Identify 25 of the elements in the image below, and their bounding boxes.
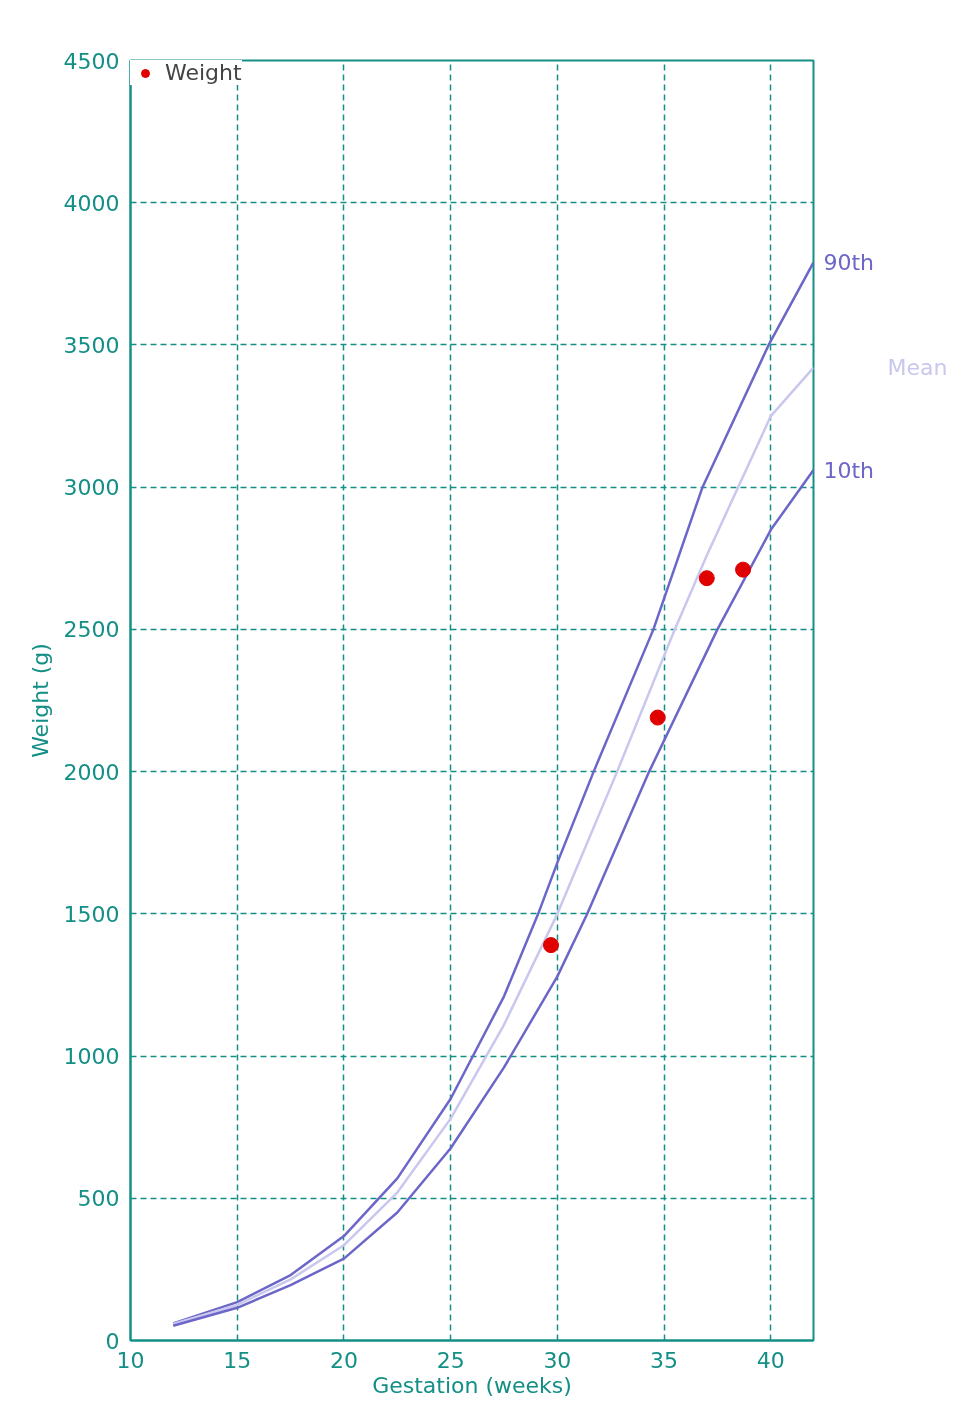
point	[698, 570, 715, 587]
series-label: 90th	[823, 249, 875, 275]
y-tick-label: 1500	[63, 901, 120, 927]
legend-label: Weight	[165, 60, 242, 85]
point	[735, 561, 752, 578]
y-tick-label: 1000	[63, 1044, 120, 1070]
point	[649, 709, 666, 726]
x-tick-label: 35	[650, 1347, 679, 1373]
x-tick-label: 15	[223, 1347, 252, 1373]
y-tick-label: 2000	[63, 759, 120, 785]
y-tick-label: 3500	[63, 332, 120, 358]
x-tick-label: 30	[543, 1347, 572, 1373]
y-tick-label: 2500	[63, 617, 120, 643]
point	[542, 937, 559, 954]
text: Mean	[887, 355, 948, 381]
x-tick-label: 40	[756, 1347, 785, 1373]
y-tick-label: 3000	[63, 475, 120, 501]
series-label: 10th	[823, 457, 875, 483]
y-tick-label: 4500	[63, 48, 120, 74]
x-axis-title: Gestation (weeks)	[372, 1372, 572, 1398]
x-tick-label: 20	[329, 1347, 358, 1373]
y-axis-title: Weight (g)	[27, 643, 53, 758]
y-tick-label: 4000	[63, 190, 120, 216]
y-tick-label: 500	[77, 1186, 120, 1212]
x-tick-label: 25	[436, 1347, 465, 1373]
